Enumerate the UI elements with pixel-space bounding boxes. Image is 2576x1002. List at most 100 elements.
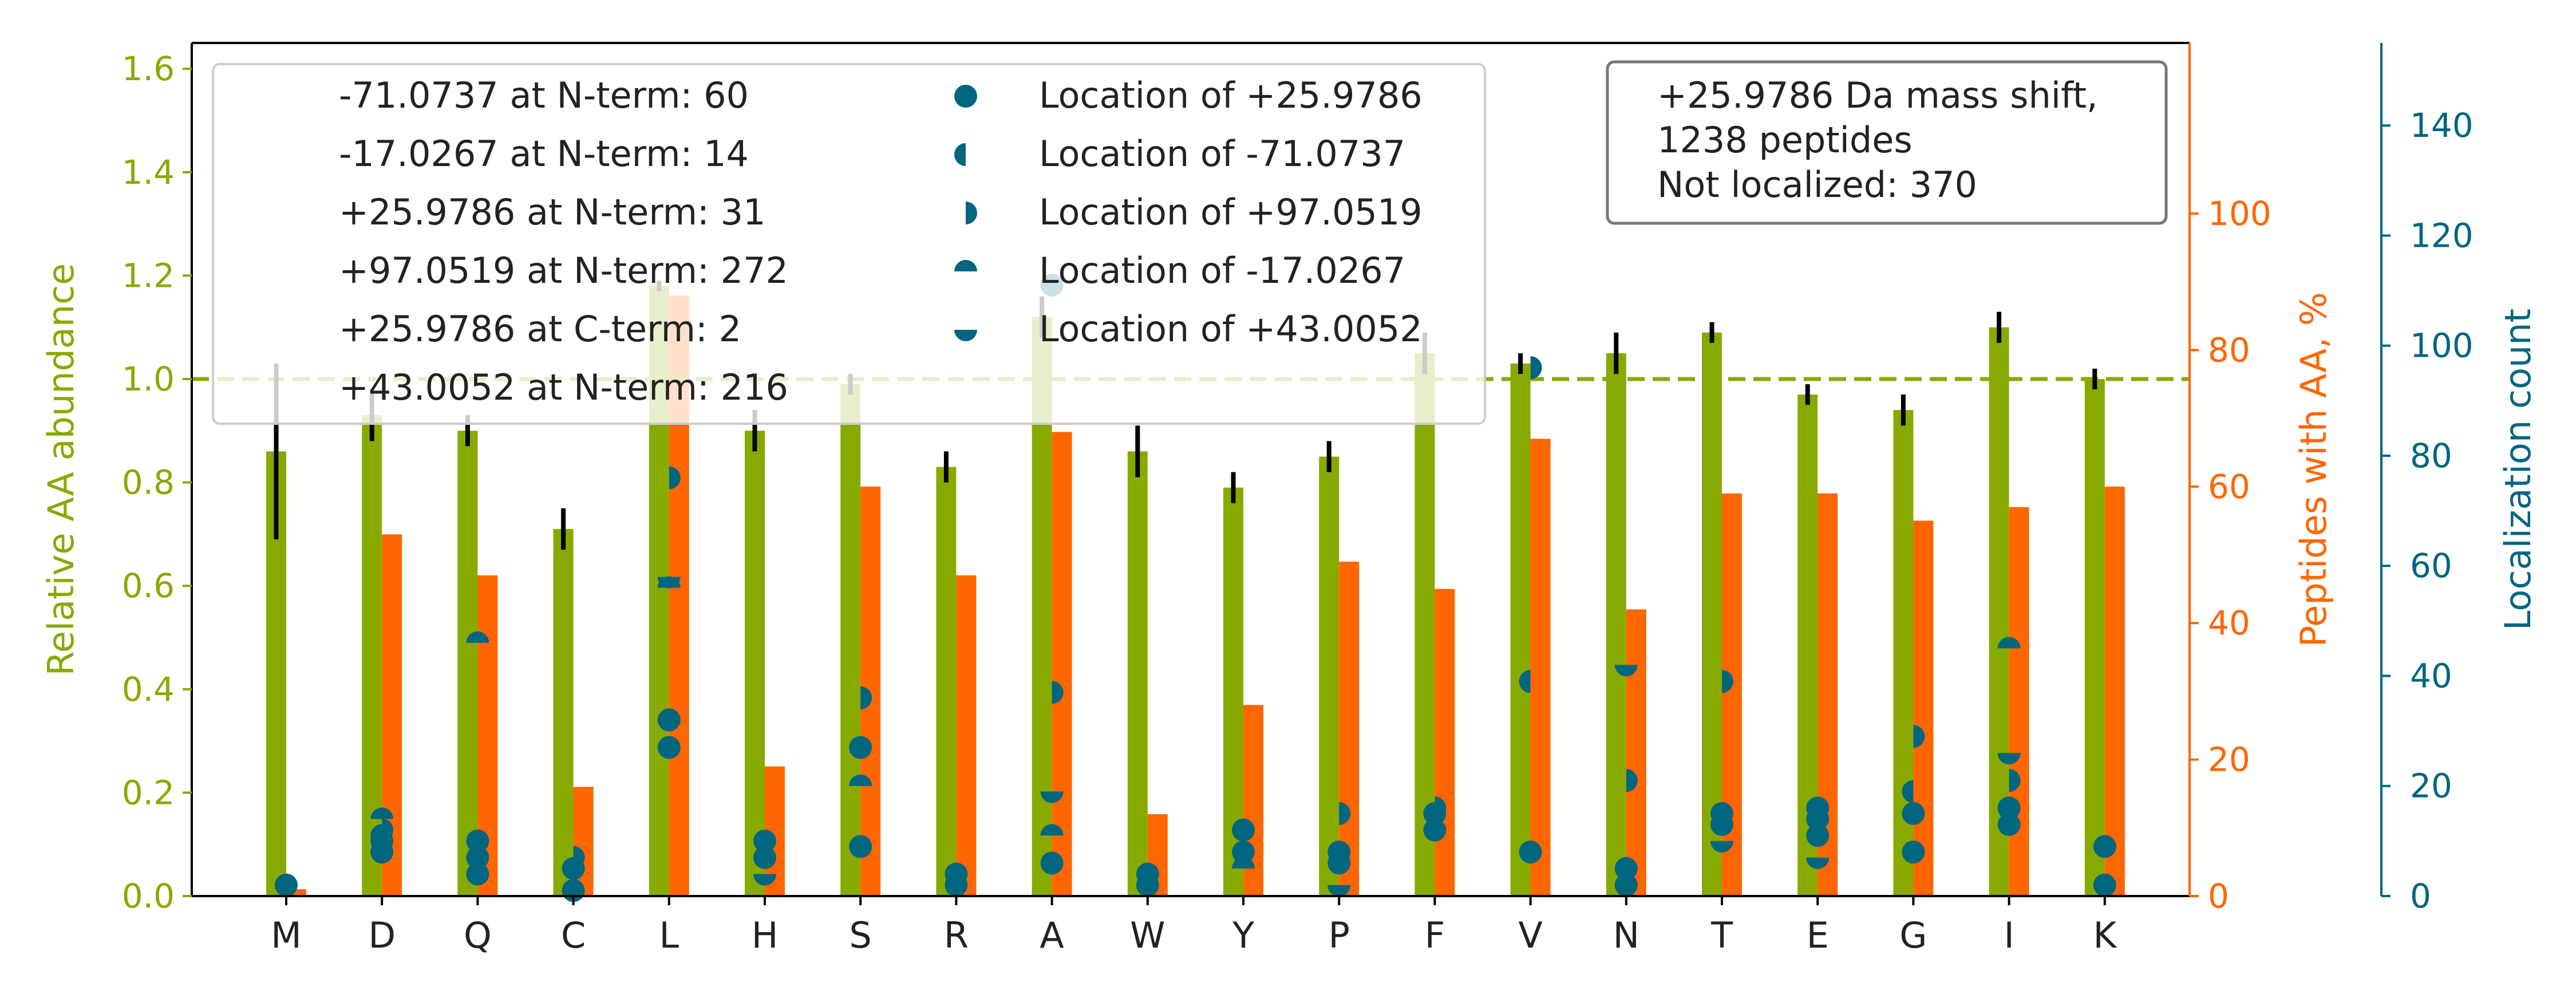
peptide-bar-T [1722,493,1742,896]
marker-N-4 [1614,665,1638,677]
marker-C-3 [573,846,585,869]
x-tick-label-T: T [1710,914,1733,956]
outer-right-tick-label: 40 [2410,656,2452,695]
marker-P-3 [1327,841,1351,864]
marker-S-3 [849,736,872,759]
legend-text-entry: -17.0267 at N-term: 14 [339,133,749,175]
left-tick-label: 0.6 [122,566,175,605]
outer-right-tick-label: 60 [2410,546,2452,585]
marker-N-3 [1626,769,1638,792]
abundance-bar-K [2084,378,2105,896]
legend-marker-label: Location of +25.9786 [1039,74,1423,116]
left-tick-label: 0.8 [122,463,175,502]
marker-S-1 [849,835,872,858]
x-tick-label-F: F [1425,914,1445,956]
marker-S-4 [860,686,872,709]
right-tick-label: 80 [2208,330,2250,369]
x-tick-label-R: R [944,914,969,956]
x-tick-label-W: W [1130,914,1165,956]
marker-V-1 [1519,841,1542,864]
marker-I-3 [2009,769,2021,792]
marker-N-1 [1614,873,1638,897]
marker-I-4 [1997,753,2021,765]
x-tick-label-K: K [2093,914,2117,956]
marker-I-2 [1997,796,2021,820]
marker-T-3 [1710,802,1733,825]
abundance-bar-N [1606,353,1626,896]
x-tick-label-N: N [1613,914,1639,956]
legend-text-entry: +43.0052 at N-term: 216 [339,366,788,408]
legend: -71.0737 at N-term: 60 -17.0267 at N-term… [212,63,1486,425]
legend-frame [212,63,1486,425]
marker-G-4 [1913,725,1925,748]
marker-D-3 [370,824,382,847]
marker-F-1 [1423,818,1447,842]
outer-right-axis-title: Localization count [2497,309,2539,630]
marker-I-5 [1997,637,2021,649]
marker-N-2 [1614,857,1638,880]
marker-Q-1 [466,862,489,886]
marker-A-4 [1052,681,1064,704]
marker-W-2 [1136,862,1159,886]
marker-L-2 [657,708,681,732]
right-tick-label: 60 [2208,467,2250,506]
legend-marker-left [954,143,966,166]
marker-H-3 [753,829,776,853]
marker-T-1 [1710,841,1733,853]
abundance-bar-R [936,467,957,896]
x-tick-label-C: C [561,914,586,956]
abundance-bar-W [1127,451,1148,896]
marker-A-3 [1040,791,1064,803]
left-tick-label: 1.2 [122,256,175,295]
x-tick-label-M: M [271,914,302,956]
marker-F-3 [1435,796,1447,820]
marker-Y-3 [1232,818,1255,842]
legend-marker-top [954,260,977,271]
outer-right-tick-label: 20 [2410,767,2452,806]
marker-G-3 [1902,780,1914,803]
x-tick-label-S: S [850,914,872,956]
marker-V-2 [1519,670,1531,693]
marker-P-1 [1327,885,1351,897]
outer-right-tick-label: 0 [2410,877,2431,916]
marker-M-1 [275,873,298,897]
marker-K-2 [2093,835,2116,858]
marker-E-2 [1806,824,1830,847]
marker-D-5 [370,807,394,819]
legend-marker-full [954,85,977,108]
abundance-bar-S [840,384,861,896]
legend-text-entry: +25.9786 at N-term: 31 [339,191,766,233]
marker-E-4 [1806,796,1830,820]
left-tick-label: 0.2 [122,773,175,812]
marker-E-1 [1806,857,1830,869]
axes-layer: 0.0 0.2 0.4 0.6 0.8 1.0 1.2 1.4 1.6 0 20 40 60 80 100 0… [40,42,2539,956]
localization-markers-layer [275,273,2116,902]
info-box: +25.9786 Da mass shift,1238 peptidesNot … [1606,60,2168,225]
peptide-bar-F [1435,589,1455,896]
left-axis-title: Relative AA abundance [40,263,82,676]
peptide-bar-V [1530,439,1551,896]
right-axis-title: Peptides with AA, % [2293,292,2334,647]
peptide-bar-P [1339,561,1360,896]
legend-marker-label: Location of +43.0052 [1039,308,1423,350]
peptide-bar-I [2009,507,2029,896]
outer-right-tick-label: 140 [2410,106,2474,145]
abundance-bar-C [553,528,574,896]
abundance-bar-D [362,415,382,896]
abundance-bar-V [1510,363,1531,896]
left-tick-label: 1.0 [122,360,175,399]
x-tick-label-Q: Q [464,914,492,956]
marker-K-1 [2093,873,2116,897]
abundance-bar-Q [457,431,478,896]
marker-I-1 [1997,813,2021,837]
marker-Y-2 [1232,841,1255,864]
outer-right-tick-label: 120 [2410,216,2474,255]
info-box-line: +25.9786 Da mass shift, [1657,74,2098,116]
legend-marker-label: Location of -17.0267 [1039,250,1405,291]
peptide-bar-R [956,575,977,896]
x-tick-label-Y: Y [1232,914,1254,956]
marker-A-2 [1040,824,1064,836]
right-tick-label: 100 [2208,194,2271,233]
marker-P-4 [1339,802,1351,825]
marker-H-1 [753,874,776,886]
